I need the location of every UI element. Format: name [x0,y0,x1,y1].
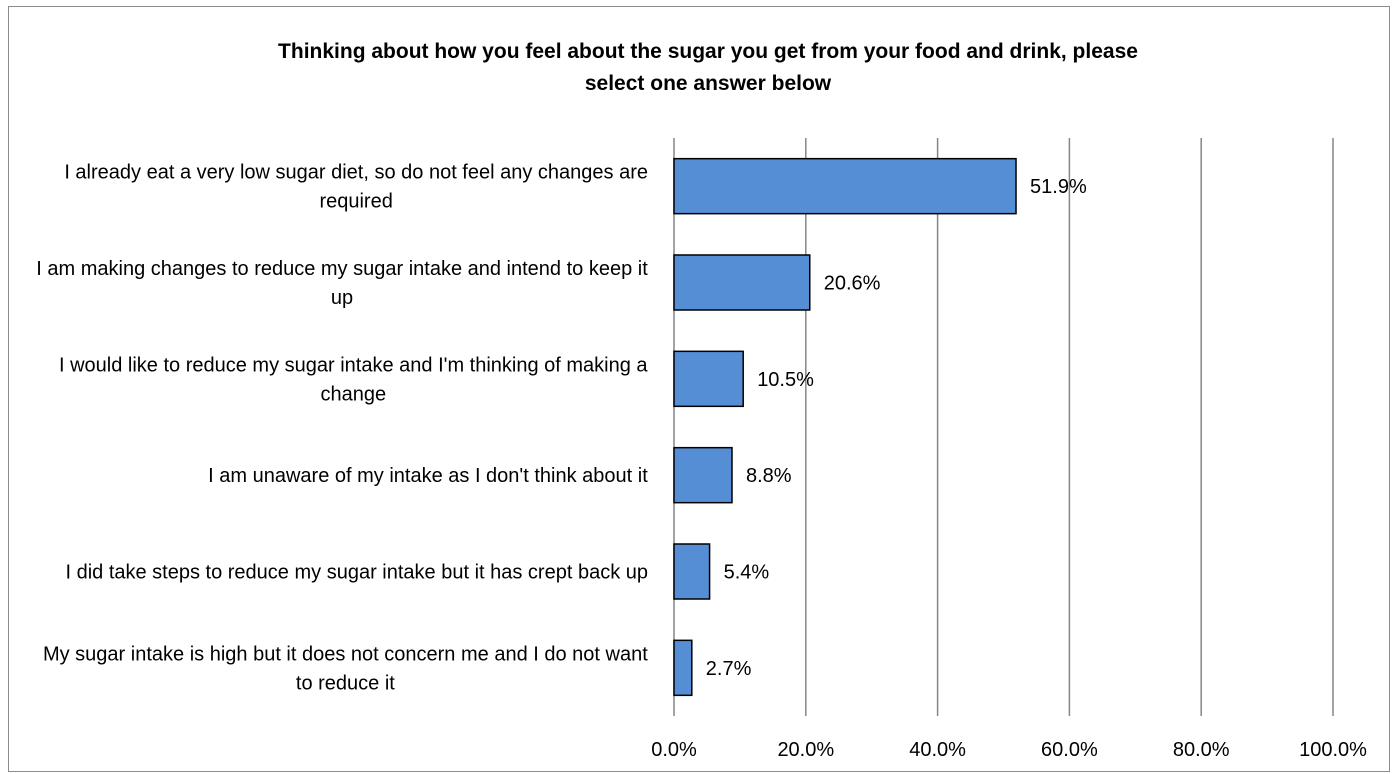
bar [673,157,1017,215]
x-axis-ticks: 0.0% 20.0% 40.0% 60.0% 80.0% 100.0% [651,739,1367,761]
chart-title: Thinking about how you feel about the su… [278,40,1138,95]
data-label: 10.5% [757,369,814,391]
data-label: 20.6% [824,273,881,295]
chart-title-line-2: select one answer below [585,72,832,95]
category-labels: I already eat a very low sugar diet, so … [36,162,648,695]
data-labels: 51.9% 20.6% 10.5% 8.8% 5.4% 2.7% [706,176,1087,680]
bars [673,157,1017,697]
bar [673,543,711,600]
category-label: My sugar intake is high but it does not … [43,643,648,694]
bar [673,446,733,504]
category-label: I am making changes to reduce my sugar i… [36,258,648,309]
category-label: I would like to reduce my sugar intake a… [59,354,648,405]
data-label: 2.7% [706,658,752,680]
x-tick-label: 60.0% [1041,739,1098,761]
x-tick-label: 40.0% [909,739,966,761]
category-label: I am unaware of my intake as I don't thi… [208,465,648,487]
category-label: I already eat a very low sugar diet, so … [64,162,648,213]
gridlines [673,138,1334,716]
x-tick-label: 0.0% [651,739,697,761]
x-tick-label: 80.0% [1173,739,1230,761]
x-tick-label: 100.0% [1299,739,1367,761]
chart-title-line-1: Thinking about how you feel about the su… [278,40,1138,63]
category-label: I did take steps to reduce my sugar inta… [65,562,648,584]
x-tick-label: 20.0% [777,739,834,761]
bar [673,350,744,408]
data-label: 5.4% [724,562,770,584]
bar [673,254,811,311]
bar [673,639,693,697]
data-label: 51.9% [1030,176,1087,198]
data-label: 8.8% [746,465,792,487]
